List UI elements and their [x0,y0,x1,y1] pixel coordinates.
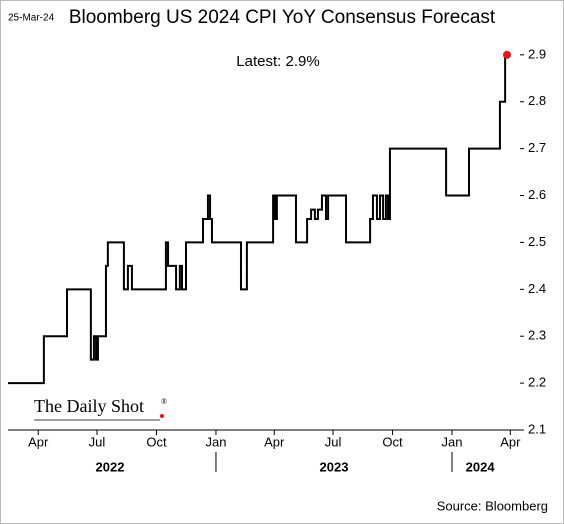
y-tick-label: 2.8 [528,93,546,108]
end-marker [503,50,512,59]
line [8,53,508,385]
x-tick-label: Jan [205,434,226,449]
brand-mark: ® [161,397,167,406]
y-tick-label: 2.9 [528,46,546,61]
brand-dot [160,414,164,418]
y-tick-label: 2.2 [528,375,546,390]
y-tick-label: 2.3 [528,328,546,343]
x-tick-label: Apr [500,434,521,449]
x-tick-label: Apr [264,434,285,449]
y-tick-label: 2.1 [528,421,546,436]
x-tick-label: Jul [325,434,342,449]
year-label: 2024 [466,459,496,474]
source: Source: Bloomberg [437,498,548,513]
x-tick-label: Oct [382,434,403,449]
y-tick-label: 2.7 [528,140,546,155]
x-tick-label: Jan [442,434,463,449]
x-tick-label: Oct [146,434,167,449]
year-label: 2023 [320,459,349,474]
y-tick-label: 2.5 [528,234,546,249]
brand: The Daily Shot [34,396,144,416]
year-label: 2022 [96,459,125,474]
y-tick-label: 2.6 [528,187,546,202]
date: 25-Mar-24 [8,13,55,24]
annotation: Latest: 2.9% [236,53,319,70]
y-tick-label: 2.4 [528,281,546,296]
x-tick-label: Apr [28,434,49,449]
x-tick-label: Jul [89,434,106,449]
chart-title: Bloomberg US 2024 CPI YoY Consensus Fore… [69,7,496,28]
